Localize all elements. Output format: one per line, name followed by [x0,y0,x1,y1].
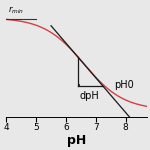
X-axis label: pH: pH [67,134,86,147]
Text: $r_{min}$: $r_{min}$ [8,5,24,16]
Text: pH0: pH0 [114,80,134,90]
Text: dpH: dpH [79,91,99,101]
